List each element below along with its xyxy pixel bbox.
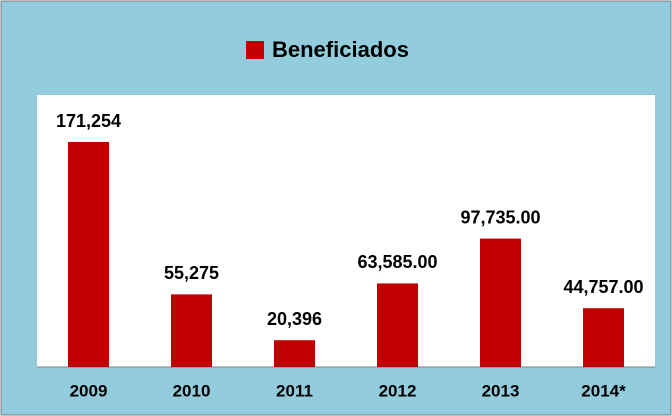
data-label: 63,585.00 xyxy=(357,252,437,272)
bar xyxy=(583,308,624,367)
bar xyxy=(377,283,418,367)
x-tick-label: 2009 xyxy=(70,381,108,400)
plot-area xyxy=(37,95,655,367)
data-label: 97,735.00 xyxy=(460,207,540,227)
bar xyxy=(68,142,109,367)
x-tick-label: 2014* xyxy=(581,381,626,400)
bar xyxy=(171,294,212,367)
data-label: 20,396 xyxy=(267,309,322,329)
x-tick-label: 2010 xyxy=(173,381,211,400)
data-label: 171,254 xyxy=(56,111,121,131)
x-tick-label: 2012 xyxy=(379,381,417,400)
bar xyxy=(274,340,315,367)
legend-label: Beneficiados xyxy=(272,37,409,62)
x-tick-label: 2013 xyxy=(482,381,520,400)
bar xyxy=(480,238,521,367)
x-tick-label: 2011 xyxy=(276,381,313,400)
data-label: 55,275 xyxy=(164,263,219,283)
data-label: 44,757.00 xyxy=(563,277,643,297)
legend-swatch xyxy=(246,41,264,59)
